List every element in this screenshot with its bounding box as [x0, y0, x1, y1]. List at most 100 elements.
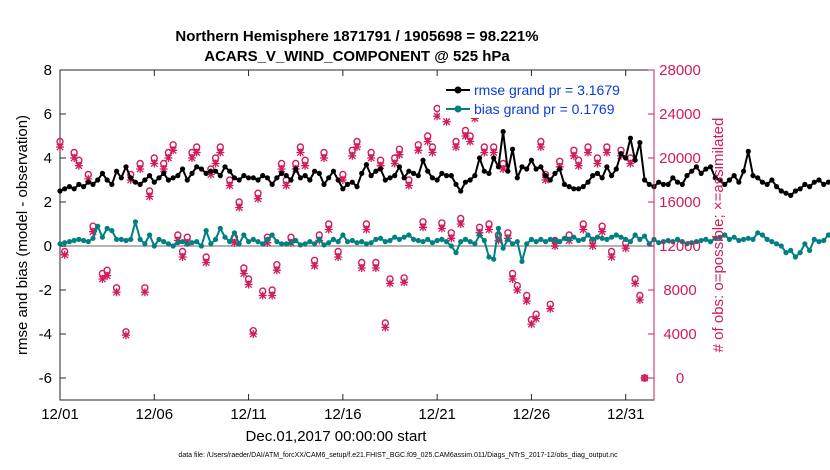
rmse-point	[142, 177, 148, 183]
bias-point	[717, 234, 723, 240]
rmse-point	[132, 179, 139, 185]
bias-point	[99, 234, 106, 240]
rmse-point	[755, 175, 761, 181]
bias-point	[736, 237, 742, 244]
rmse-point	[816, 177, 822, 183]
obs-assimilated-point	[395, 150, 404, 159]
bias-point	[500, 245, 506, 251]
rmse-point	[283, 173, 289, 179]
obs-assimilated-point	[272, 266, 281, 275]
bias-point	[580, 236, 586, 242]
bias-point	[387, 237, 393, 244]
rmse-point	[722, 181, 728, 187]
rmse-point	[307, 177, 313, 183]
bias-point	[439, 236, 445, 242]
rmse-point	[245, 175, 252, 181]
rmse-point	[250, 175, 256, 181]
obs-assimilated-point	[70, 154, 79, 162]
bias-point	[637, 236, 643, 242]
bias-point	[486, 254, 492, 260]
bias-point	[594, 234, 601, 240]
bias-point	[264, 236, 271, 242]
bias-point	[104, 225, 110, 231]
rmse-point	[377, 166, 384, 172]
rmse-point	[368, 173, 374, 179]
rmse-point	[222, 164, 228, 170]
obs-assimilated-point	[579, 225, 588, 234]
bias-point	[575, 237, 582, 244]
rmse-point	[561, 181, 568, 187]
bias-point	[250, 236, 256, 242]
rmse-point	[165, 177, 172, 183]
bias-point	[547, 236, 553, 242]
obs-assimilated-point	[320, 154, 328, 162]
obs-assimilated-point	[527, 320, 536, 329]
rmse-point	[637, 140, 643, 146]
obs-assimilated-point	[447, 234, 456, 243]
bias-point	[566, 236, 572, 242]
bias-point	[410, 236, 417, 242]
bias-point	[255, 239, 261, 245]
rmse-point	[288, 177, 294, 183]
bias-point	[146, 232, 153, 238]
rmse-point	[321, 181, 327, 187]
bias-point	[533, 239, 539, 245]
rmse-point	[410, 170, 417, 176]
bias-point	[472, 241, 478, 247]
bias-point	[189, 240, 195, 246]
bias-point	[825, 232, 830, 238]
rmse-point	[528, 157, 535, 163]
rmse-point	[137, 181, 143, 187]
rmse-point	[726, 177, 733, 183]
rmse-point	[665, 181, 671, 187]
obs-assimilated-point	[206, 170, 215, 179]
bias-point	[641, 233, 648, 239]
obs-assimilated-point	[338, 176, 347, 184]
y-axis-right-label: # of obs: o=possible; ×=assimilated	[710, 118, 727, 353]
bias-point	[128, 236, 134, 242]
bias-point	[113, 236, 120, 242]
bias-point	[679, 239, 685, 245]
obs-assimilated-point	[178, 253, 187, 261]
bias-point	[745, 235, 751, 241]
rmse-point	[354, 184, 360, 190]
obs-assimilated-point	[348, 151, 357, 160]
obs-assimilated-point	[574, 161, 583, 170]
bias-point	[684, 241, 690, 247]
rmse-point	[806, 184, 813, 190]
obs-assimilated-point	[150, 159, 159, 168]
bias-point	[377, 235, 384, 241]
rmse-point	[462, 179, 469, 185]
obs-assimilated-point	[386, 279, 394, 288]
bias-point	[453, 250, 459, 256]
rmse-point	[670, 175, 676, 181]
rmse-point	[76, 181, 82, 187]
rmse-point	[698, 170, 704, 176]
rmse-point	[613, 166, 619, 172]
chart-title-line1: Northern Hemisphere 1871791 / 1905698 = …	[175, 28, 538, 45]
obs-assimilated-point	[494, 236, 503, 245]
obs-assimilated-point	[296, 148, 305, 157]
rmse-point	[566, 184, 572, 190]
rmse-point	[429, 175, 436, 181]
rmse-point	[453, 181, 459, 187]
bias-point	[241, 232, 247, 238]
data-file-footer: data file: /Users/raeder/DAI/ATM_forcXX/…	[178, 452, 618, 459]
bias-point	[646, 241, 652, 247]
bias-point	[665, 237, 671, 244]
obs-assimilated-point	[536, 143, 545, 151]
bias-point	[368, 240, 374, 246]
rmse-point	[524, 166, 530, 172]
rmse-point	[434, 177, 440, 183]
rmse-point	[736, 179, 742, 185]
rmse-point	[448, 173, 454, 179]
bias-point	[123, 237, 129, 244]
rmse-point	[481, 168, 487, 174]
rmse-point	[227, 168, 233, 174]
obs-assimilated-point	[626, 159, 635, 168]
rmse-point	[401, 175, 407, 181]
obs-assimilated-point	[310, 261, 319, 270]
bias-point	[599, 235, 605, 241]
bias-point	[165, 241, 172, 247]
rmse-point	[689, 168, 695, 174]
